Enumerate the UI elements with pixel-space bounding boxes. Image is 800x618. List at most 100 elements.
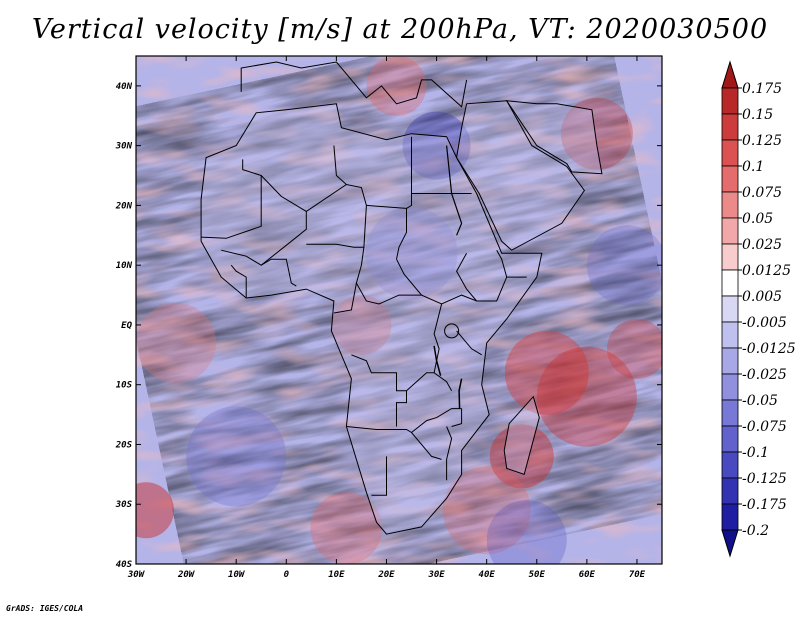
colorbar-label: -0.125 [742,471,787,487]
colorbar-label: -0.2 [742,523,769,539]
border-line [396,390,407,427]
colorbar-label: -0.025 [742,367,787,383]
lon-label: 10E [328,570,345,580]
border-line [333,283,357,314]
colorbar-swatch [721,139,739,167]
arabia-coastline [456,100,586,251]
border-line [201,159,262,239]
updraft-regions [136,56,662,564]
country-borders [200,61,603,535]
field-cell [365,207,458,300]
colorbar-swatch [721,113,739,141]
colorbar-label: -0.05 [742,393,778,409]
lat-label: 10S [116,381,133,391]
border-line [333,145,347,185]
lat-label: 40N [116,82,133,92]
border-line [396,258,527,305]
latitude-labels: 40N 30N 20N 10N EQ 10S 20S 30S 40S [115,82,133,570]
field-cell [586,225,662,306]
grads-credit: GrADS: IGES/COLA [6,604,84,613]
map-title: Vertical velocity [m/s] at 200hPa, VT: 2… [31,14,769,45]
lat-label: 10N [116,261,133,271]
colorbar-label: 0.025 [742,237,782,253]
field-cell [504,330,589,415]
lon-label: 30E [427,570,445,580]
colorbar-label: 0.05 [742,211,773,227]
border-line [456,330,482,356]
lon-label: 30W [127,570,146,580]
plot-frame [135,55,663,565]
colorbar-swatch [721,269,739,297]
colorbar-label: -0.0125 [742,341,796,357]
colorbar-label: 0.0125 [742,263,791,279]
lon-label: 0 [284,570,290,580]
longitude-labels: 30W 20W 10W 0 10E 20E 30E 40E 50E 60E 70E [127,570,646,580]
nile-red-sea-line [446,145,463,236]
lon-label: 40E [479,570,496,580]
border-line [230,264,247,298]
africa-coastline [200,103,543,535]
colorbar-swatch [721,243,739,271]
border-line [446,426,453,481]
vertical-velocity-field [136,56,662,564]
lat-label: 20N [115,201,133,211]
colorbar-label: -0.075 [742,419,787,435]
colorbar-swatch [721,295,739,323]
lat-label: 20S [115,440,133,450]
lake-victoria [444,323,460,339]
colorbar-arrow-bottom [721,529,739,558]
border-line [351,354,435,392]
colorbar-swatch [721,321,739,349]
field-cell [536,346,637,447]
colorbar-label: -0.1 [742,445,769,461]
field-cell [331,294,392,355]
field-cell [136,302,217,383]
colorbar-swatch [721,373,739,401]
field-cell [136,482,175,539]
field-cell [310,492,383,564]
lake-tanganyika [433,345,442,376]
border-line [366,204,407,209]
border-line [371,456,387,496]
field-cell [442,466,531,555]
lon-label: 70E [629,570,646,580]
colorbar-label: 0.175 [742,81,782,97]
field-cell [186,406,287,507]
border-line [496,249,508,278]
lon-label: 20E [377,570,395,580]
colorbar-swatch [721,217,739,245]
colorbar-swatch [721,451,739,479]
colorbar-swatch [721,425,739,453]
axis-ticks [135,56,662,565]
colorbar-label: -0.175 [742,497,787,513]
field-cell [402,111,471,180]
colorbar-swatch [721,503,739,531]
border-line [260,175,307,266]
border-line [451,408,463,427]
lat-label: 30S [115,500,133,510]
lat-label: 40S [116,560,133,570]
lon-label: 50E [529,570,546,580]
border-line [355,247,422,305]
field-cell [606,318,662,379]
border-line [456,252,477,302]
colorbar-swatch [721,399,739,427]
border-line [306,183,367,248]
colorbar-swatch [721,191,739,219]
colorbar-label: 0.15 [742,107,773,123]
lon-label: 10W [228,570,246,580]
border-line [411,408,462,433]
field-cell [366,56,427,116]
field-cell [486,500,567,564]
lat-label: EQ [121,321,132,331]
lon-label: 60E [579,570,596,580]
lat-label: 30N [115,142,133,152]
colorbar-label: 0.075 [742,185,782,201]
colorbar-swatch [721,347,739,375]
lon-label: 20W [177,570,196,580]
colorbar-label: -0.005 [742,315,787,331]
colorbar-label: 0.125 [742,133,782,149]
colorbar: 0.175 0.15 0.125 0.1 0.075 0.05 0.025 0.0125 0.0… [721,60,796,558]
colorbar-swatch [721,87,739,115]
